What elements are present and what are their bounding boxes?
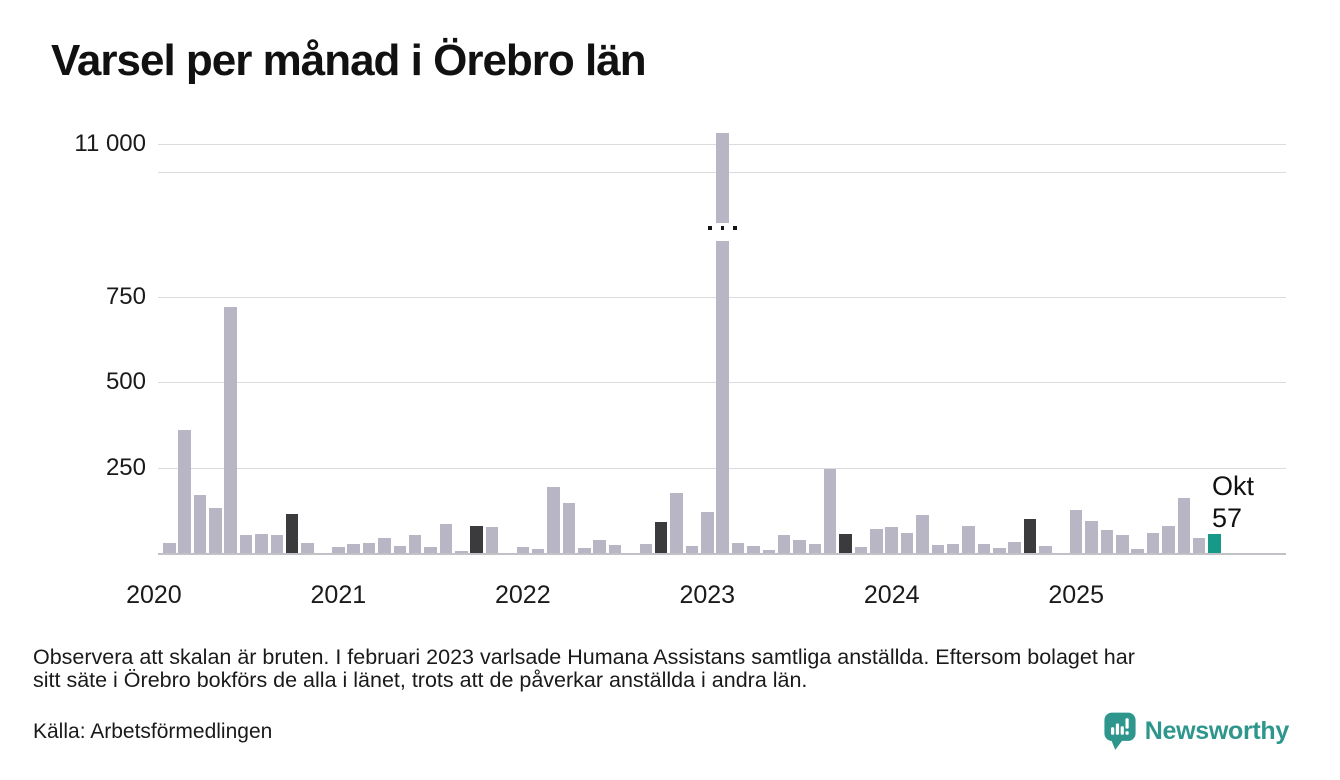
bar-2022-09 bbox=[639, 544, 653, 553]
bar-2021-06 bbox=[408, 535, 422, 553]
bar-2020-06 bbox=[224, 307, 237, 553]
bar-2021-03 bbox=[362, 543, 376, 553]
scale-break-dot bbox=[720, 226, 725, 230]
bar-2024-05 bbox=[946, 544, 960, 553]
bar-2020-07 bbox=[239, 535, 253, 553]
bar-2023-04 bbox=[747, 546, 760, 553]
bar-2020-04 bbox=[193, 495, 207, 553]
x-axis-year-label-2020: 2020 bbox=[126, 581, 182, 609]
bar-2023-02 bbox=[716, 133, 729, 553]
footnote-line-2: sitt säte i Örebro bokförs de alla i län… bbox=[33, 668, 808, 692]
bar-2022-06 bbox=[593, 540, 606, 553]
x-axis-year-label-2025: 2025 bbox=[1048, 581, 1104, 609]
bar-2022-05 bbox=[578, 548, 591, 553]
last-point-label: Okt 57 bbox=[1212, 470, 1254, 534]
bar-2021-11 bbox=[485, 527, 499, 553]
x-axis-year-label-2021: 2021 bbox=[310, 581, 367, 609]
bar-2022-02 bbox=[531, 549, 545, 553]
bar-2023-06 bbox=[777, 535, 791, 553]
x-axis-year-label-2023: 2023 bbox=[679, 581, 736, 609]
x-axis-year-label-2022: 2022 bbox=[494, 581, 551, 609]
bar-2021-01 bbox=[332, 547, 345, 553]
bar-2024-01 bbox=[885, 527, 898, 553]
bar-2023-10 bbox=[839, 534, 852, 553]
source: Källa: Arbetsförmedlingen bbox=[33, 720, 273, 743]
bar-2024-07 bbox=[977, 544, 991, 553]
bar-2020-09 bbox=[270, 535, 284, 553]
bar-2024-10 bbox=[1023, 519, 1037, 553]
bar-2023-05 bbox=[762, 550, 775, 553]
annotation-month: Okt bbox=[1212, 471, 1255, 501]
bar-2024-02 bbox=[900, 533, 914, 553]
bar-2023-12 bbox=[870, 529, 883, 553]
page-title: Varsel per månad i Örebro län bbox=[51, 36, 647, 85]
bar-2024-06 bbox=[962, 526, 975, 553]
bar-2021-08 bbox=[439, 524, 453, 553]
bar-2020-02 bbox=[163, 543, 176, 553]
y-axis-tick-label: 500 bbox=[105, 368, 146, 395]
bar-2024-03 bbox=[916, 515, 929, 553]
bar-2021-02 bbox=[347, 544, 360, 553]
bar-2021-07 bbox=[424, 547, 437, 553]
bar-2025-04 bbox=[1116, 535, 1129, 553]
bar-2021-10 bbox=[470, 526, 483, 553]
bar-2025-02 bbox=[1085, 521, 1098, 553]
bar-2023-08 bbox=[808, 544, 822, 553]
bar-2023-09 bbox=[823, 469, 837, 553]
bar-2023-07 bbox=[793, 540, 806, 553]
bar-2024-08 bbox=[993, 548, 1006, 553]
bar-2023-11 bbox=[854, 547, 868, 553]
bar-2025-03 bbox=[1100, 530, 1114, 553]
bar-2021-04 bbox=[378, 538, 391, 553]
y-axis-tick-label: 250 bbox=[105, 454, 146, 481]
bar-2020-05 bbox=[209, 508, 222, 553]
y-axis-tick-label: 750 bbox=[105, 283, 146, 310]
bar-2022-03 bbox=[547, 487, 560, 553]
bar-2023-01 bbox=[701, 512, 714, 553]
y-axis-tick-label: 11 000 bbox=[74, 130, 146, 157]
footnote-line-1: Observera att skalan är bruten. I februa… bbox=[33, 645, 1135, 669]
annotation-value: 57 bbox=[1212, 503, 1243, 533]
bar-2022-01 bbox=[516, 547, 530, 553]
bar-2025-06 bbox=[1146, 533, 1160, 553]
bar-2024-04 bbox=[931, 545, 945, 553]
scale-break-dot bbox=[733, 226, 737, 230]
bar-2022-07 bbox=[608, 545, 622, 553]
bar-2020-03 bbox=[178, 430, 191, 553]
bar-2022-10 bbox=[654, 522, 668, 553]
bar-2020-10 bbox=[285, 514, 299, 553]
x-axis-year-label-2024: 2024 bbox=[863, 581, 920, 609]
scale-break-gap bbox=[715, 223, 730, 241]
bar-2023-03 bbox=[731, 543, 745, 553]
bar-2025-09 bbox=[1192, 538, 1206, 553]
bar-2025-10 bbox=[1208, 534, 1221, 553]
bar-2024-09 bbox=[1008, 542, 1021, 553]
bar-2022-04 bbox=[562, 503, 576, 553]
newsworthy-logo: Newsworthy bbox=[1103, 711, 1289, 751]
bar-2022-11 bbox=[670, 493, 683, 553]
bar-2025-07 bbox=[1162, 526, 1175, 553]
newsworthy-logo-icon bbox=[1103, 711, 1137, 751]
bar-2024-11 bbox=[1039, 546, 1052, 553]
bar-2020-08 bbox=[255, 534, 268, 553]
bar-2022-12 bbox=[685, 546, 699, 553]
bar-2021-09 bbox=[455, 551, 468, 553]
footnote: Observera att skalan är bruten. I februa… bbox=[33, 646, 1135, 692]
newsworthy-logo-text: Newsworthy bbox=[1144, 716, 1290, 745]
x-axis-line bbox=[158, 553, 1286, 555]
scale-break-dot bbox=[708, 226, 712, 230]
bar-2025-05 bbox=[1131, 549, 1144, 553]
bar-2025-01 bbox=[1069, 510, 1083, 553]
bar-2021-05 bbox=[393, 546, 407, 553]
bar-2020-11 bbox=[301, 543, 314, 553]
bar-2025-08 bbox=[1177, 498, 1191, 553]
